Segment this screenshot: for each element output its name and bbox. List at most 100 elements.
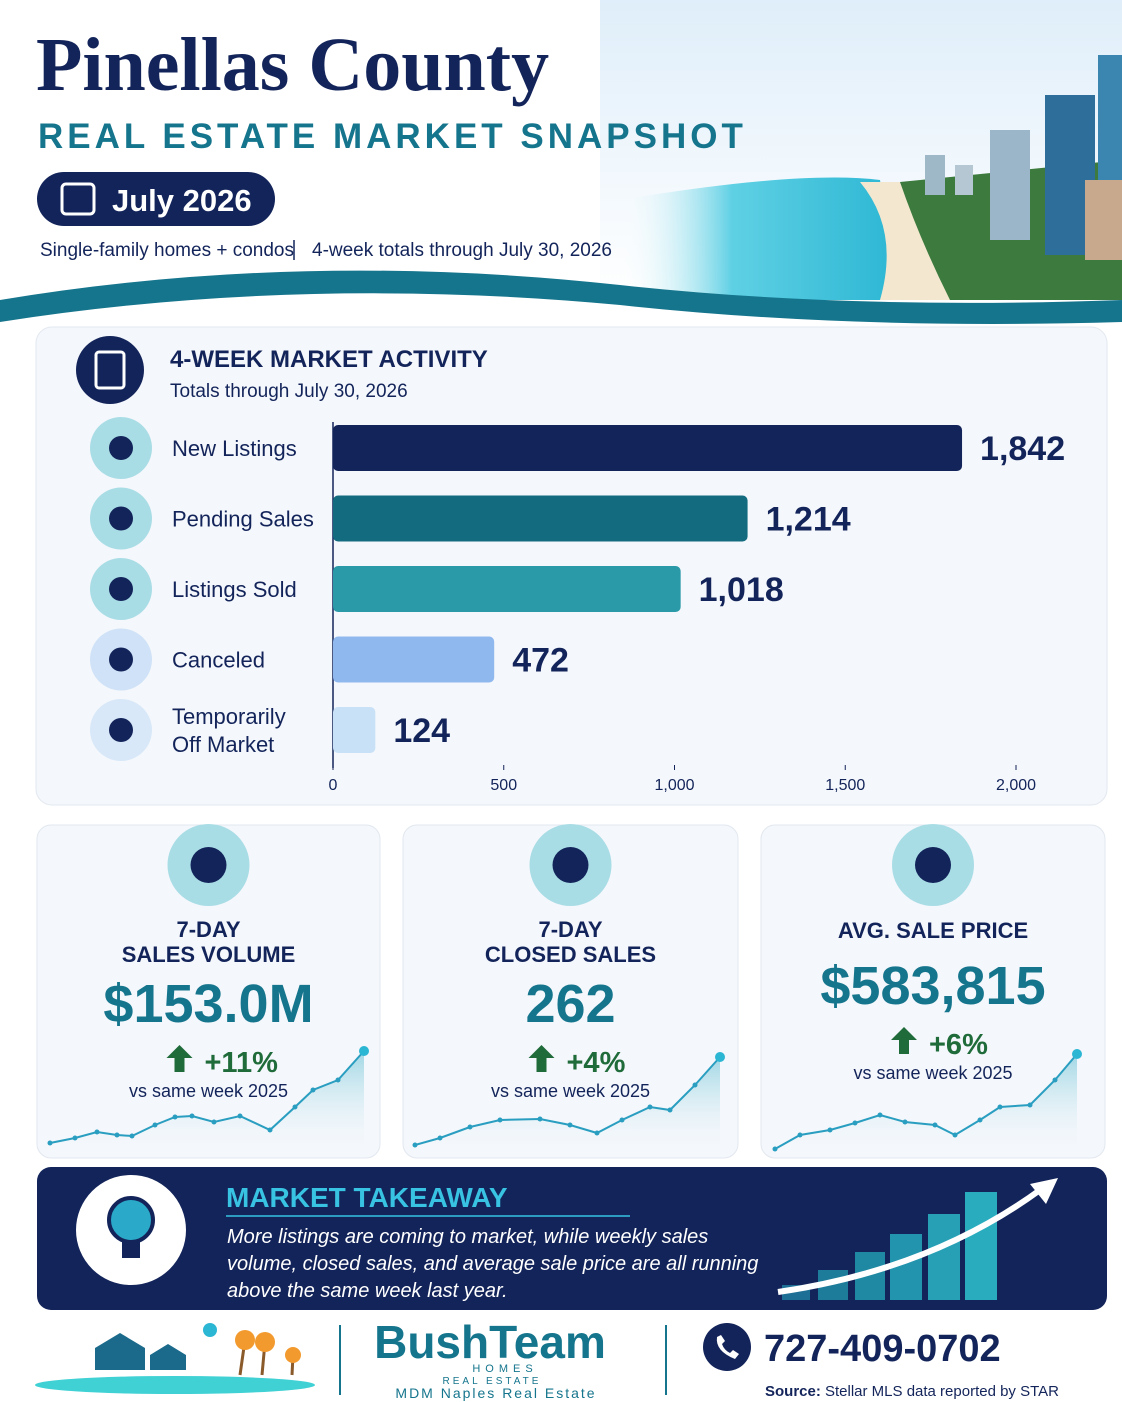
range: 4-week totals through July 30, 2026 [312, 240, 612, 261]
sparkline-dot [692, 1082, 698, 1088]
value-label: 124 [393, 712, 450, 750]
subtitle: REAL ESTATE MARKET SNAPSHOT [38, 117, 747, 156]
up-arrow [528, 1045, 555, 1072]
growth-illustration [777, 1178, 1058, 1300]
sparkline-dot [172, 1114, 178, 1120]
category-icon [109, 577, 133, 601]
beach-illustration [600, 0, 1122, 300]
category-label: Pending Sales [172, 507, 314, 532]
sparkline-dot [211, 1119, 217, 1125]
sparkline-dot [952, 1132, 958, 1138]
sparkline-dot [72, 1135, 78, 1141]
sparkline-dot [114, 1132, 120, 1138]
sparkline-dot [189, 1113, 195, 1119]
sparkline-dot [152, 1122, 158, 1128]
bar [333, 425, 963, 471]
x-tick-label: 1,500 [825, 777, 865, 794]
sparkline-dot [267, 1127, 273, 1133]
kpi-label: CLOSED SALES [485, 942, 656, 967]
sparkline-dot [497, 1117, 503, 1123]
sparkline-area [50, 1051, 364, 1150]
takeaway-line: above the same week last year. [227, 1280, 508, 1302]
lightbulb-icon [122, 1242, 140, 1258]
title: Pinellas County [36, 23, 549, 107]
value-label: 1,214 [766, 501, 851, 539]
sparkline-dot [335, 1077, 341, 1083]
bar [333, 495, 748, 542]
sparkline-dot [877, 1112, 883, 1118]
sparkline-dot [412, 1142, 418, 1148]
up-arrow [166, 1045, 193, 1072]
kpi-label: 7-DAY [539, 917, 603, 942]
sparkline-dot [647, 1104, 653, 1110]
sparkline-dot [619, 1117, 625, 1123]
sparkline-dot [997, 1104, 1003, 1110]
category-icon [109, 506, 133, 531]
sparkline-dot [237, 1113, 243, 1119]
sparkline-dot [567, 1122, 573, 1128]
kpi-icon [552, 847, 589, 883]
sparkline-area [415, 1057, 720, 1150]
category-label: Temporarily Off Market [172, 704, 286, 757]
up-arrow [891, 1027, 917, 1054]
kpi-icon [190, 847, 227, 883]
kpi-icon [915, 847, 951, 883]
category-icon [109, 718, 133, 742]
bar [333, 636, 495, 683]
sparkline-dot [129, 1133, 135, 1139]
takeaway-title: MARKET TAKEAWAY [226, 1182, 508, 1213]
phone-icon [703, 1323, 751, 1371]
kpi-comparison: vs same week 2025 [129, 1081, 288, 1101]
wave [0, 270, 1122, 324]
company: MDM Naples Real Estate [395, 1385, 596, 1401]
lightbulb-icon [107, 1196, 155, 1244]
source: Stellar MLS data reported by STAR [825, 1383, 1059, 1400]
sparkline-area [775, 1054, 1077, 1150]
kpi-change: +4% [567, 1047, 626, 1079]
x-tick-label: 0 [329, 777, 338, 794]
kpi-change: +6% [929, 1029, 988, 1061]
source-label: Source: [765, 1383, 821, 1400]
sparkline-dot [537, 1116, 543, 1122]
sparkline-dot [1052, 1077, 1058, 1083]
calendar-icon [60, 182, 96, 216]
value-label: 1,842 [980, 430, 1065, 468]
period-pill [37, 172, 275, 226]
sparkline-dot [772, 1146, 778, 1152]
sparkline-dot [1027, 1102, 1033, 1108]
sparkline-end [359, 1046, 369, 1056]
chart-title: 4-WEEK MARKET ACTIVITY [170, 346, 488, 373]
kpi-comparison: vs same week 2025 [853, 1063, 1012, 1083]
sparkline-dot [667, 1107, 673, 1113]
kpi-value: 262 [525, 974, 615, 1034]
kpi-value: $583,815 [820, 956, 1045, 1016]
kpi-change: +11% [205, 1047, 279, 1079]
bar [333, 707, 376, 753]
x-tick-label: 500 [490, 777, 517, 794]
sparkline-end [715, 1052, 725, 1062]
scope: Single-family homes + condos [40, 240, 294, 261]
chart-subtitle: Totals through July 30, 2026 [170, 381, 408, 402]
sparkline-dot [827, 1127, 833, 1133]
value-label: 472 [512, 642, 569, 680]
bar-chart: 0 500 1,000 1,500 2,000 New Listings 1,842 Pend… [90, 417, 1065, 794]
sparkline-dot [310, 1087, 316, 1093]
sparkline-dot [594, 1130, 600, 1136]
sparkline-dot [902, 1119, 908, 1125]
kpi-value: $153.0M [103, 974, 313, 1034]
tagline: REAL ESTATE [443, 1376, 542, 1387]
kpi-label: 7-DAY [177, 917, 241, 942]
category-icon [109, 436, 133, 460]
clipboard-icon [94, 350, 126, 390]
phone: 727-409-0702 [764, 1328, 1001, 1370]
category-icon [109, 647, 133, 672]
phone-icon [716, 1335, 739, 1359]
category-label: Canceled [172, 648, 265, 673]
takeaway-line: volume, closed sales, and average sale p… [227, 1253, 758, 1275]
tagline: HOMES [472, 1363, 537, 1375]
value-label: 1,018 [699, 571, 784, 609]
sparkline-end [1072, 1049, 1082, 1059]
bar [333, 566, 681, 612]
